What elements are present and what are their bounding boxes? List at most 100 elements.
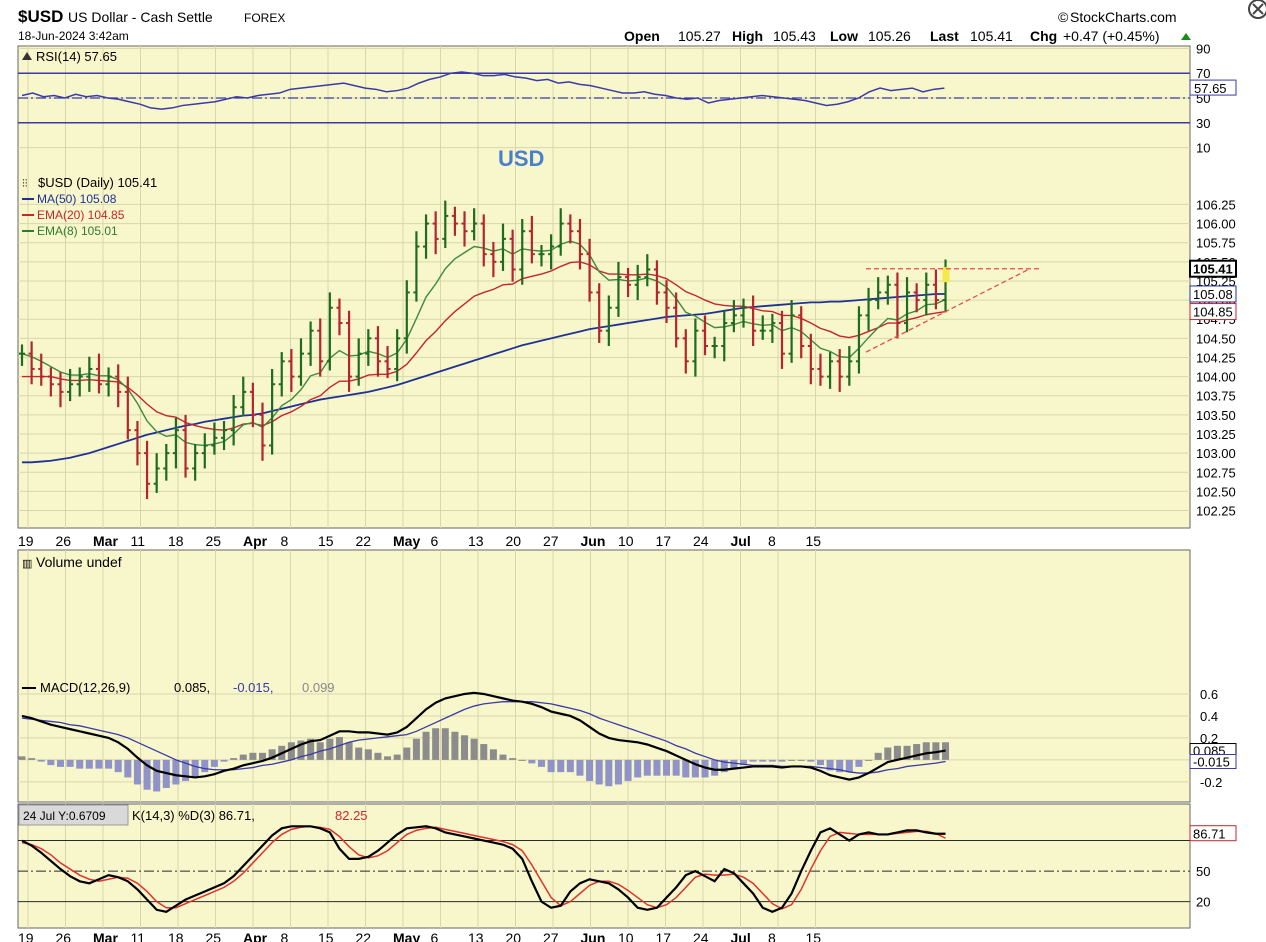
date-tick-label: 19	[18, 533, 34, 549]
last-value: 105.41	[970, 28, 1013, 44]
macd-histogram-bar	[884, 747, 892, 760]
date-tick-label: 24	[693, 533, 709, 549]
panel-backgrounds	[17, 45, 1191, 929]
macd-histogram-bar	[268, 749, 276, 760]
date-tick-label: Mar	[93, 930, 118, 942]
macd-histogram-bar	[95, 759, 103, 769]
exchange: FOREX	[244, 11, 285, 25]
date-tick-label: May	[393, 533, 420, 549]
last-label: Last	[930, 28, 959, 44]
macd-histogram-bar	[76, 759, 84, 769]
macd-histogram-bar	[191, 759, 199, 778]
date-tick-label: 15	[806, 533, 822, 549]
macd-histogram-bar	[335, 737, 343, 760]
legend-price: $USD (Daily) 105.41	[38, 175, 157, 190]
macd-histogram-bar	[634, 759, 642, 778]
date-tick-label: 27	[543, 533, 559, 549]
macd-histogram-bar	[37, 759, 45, 762]
macd-histogram-bar	[586, 759, 594, 781]
stochastic-legend: 24 Jul Y:0.6709 K(14,3) %D(3) 86.71, 82.…	[18, 804, 368, 826]
macd-tick-label: 0.4	[1200, 709, 1218, 724]
macd-histogram-bar	[201, 759, 209, 773]
date-tick-label: 8	[281, 930, 289, 942]
macd-histogram-bar	[432, 728, 440, 760]
macd-histogram-bar	[66, 759, 74, 767]
legend-ema20: EMA(20) 104.85	[37, 208, 125, 222]
macd-histogram-bar	[470, 738, 478, 760]
macd-histogram-bar	[749, 759, 757, 762]
price-label-box	[1189, 303, 1237, 321]
macd-histogram-bar	[441, 728, 449, 760]
price-label-box	[1189, 285, 1237, 303]
stochastic-tick-label: 20	[1196, 895, 1210, 910]
legend-ma50: MA(50) 105.08	[37, 192, 117, 206]
macd-histogram-bar	[297, 740, 305, 760]
symbol: $USD	[18, 7, 63, 26]
macd-histogram-bar	[595, 759, 603, 785]
macd-legend-signal: -0.015,	[233, 680, 273, 695]
date-tick-label: Mar	[93, 533, 118, 549]
macd-histogram-bar	[85, 759, 93, 769]
rsi-legend-text: RSI(14) 57.65	[36, 49, 117, 64]
macd-histogram-bar	[778, 759, 786, 762]
volume-legend: ▥ Volume undef	[22, 554, 122, 570]
price-tick-label: 102.75	[1196, 465, 1236, 480]
date-tick-label: Jul	[731, 533, 751, 549]
macd-histogram-bar	[220, 759, 228, 762]
date-tick-label: Apr	[243, 533, 268, 549]
date-tick-label: 13	[468, 930, 484, 942]
price-label-box	[1189, 259, 1237, 278]
date-tick-label: 26	[56, 533, 72, 549]
macd-tick-label: 0.2	[1200, 731, 1218, 746]
macd-histogram-bar	[393, 754, 401, 760]
macd-histogram-bar	[230, 758, 238, 760]
collapse-triangle-icon[interactable]	[22, 52, 32, 60]
chg-value: +0.47 (+0.45%)	[1063, 28, 1160, 44]
stochastic-panel	[17, 803, 1191, 929]
high-label: High	[732, 28, 763, 44]
close-icon[interactable]	[1248, 0, 1266, 19]
chg-label: Chg	[1030, 28, 1057, 44]
macd-value-signal: -0.015	[1193, 755, 1230, 770]
macd-histogram-bar	[422, 731, 430, 760]
macd-histogram-bar	[682, 759, 690, 778]
macd-histogram-bar	[403, 747, 411, 760]
date-tick-label: Jun	[581, 930, 606, 942]
macd-histogram-bar	[624, 759, 632, 781]
support-trendline	[865, 268, 1031, 353]
macd-histogram-bar	[740, 759, 747, 766]
stochastic-panel-content: 50 20 86.71	[18, 825, 1237, 914]
title-annotation: USD	[498, 146, 544, 171]
macd-histogram-bar	[566, 759, 574, 773]
macd-histogram-bar	[614, 759, 622, 785]
rsi-value-label: 57.65	[1194, 81, 1227, 96]
macd-histogram-bar	[384, 756, 392, 760]
date-tick-label: 24	[693, 930, 709, 942]
price-label-last: 105.41	[1193, 262, 1233, 277]
macd-histogram-bar	[345, 742, 353, 760]
macd-histogram-bar	[518, 759, 526, 761]
macd-histogram-bar	[56, 759, 64, 767]
date-tick-label: 11	[131, 930, 146, 942]
price-tick-label: 104.25	[1196, 350, 1236, 365]
open-label: Open	[624, 28, 660, 44]
legend-ema8: EMA(8) 105.01	[37, 224, 118, 238]
macd-legend-value: 0.085,	[174, 680, 210, 695]
date-tick-label: May	[393, 930, 420, 942]
macd-histogram-bar	[691, 759, 699, 778]
macd-histogram-bar	[287, 742, 295, 760]
date-tick-label: 6	[431, 533, 439, 549]
macd-histogram-bar	[653, 759, 661, 776]
price-label-ma50: 105.08	[1193, 287, 1233, 302]
date-tick-label: 27	[543, 930, 559, 942]
price-tick-label: 105.75	[1196, 236, 1236, 251]
stochastic-value-box	[1189, 825, 1237, 842]
macd-histogram-bar	[643, 759, 651, 776]
macd-histogram-bar	[547, 759, 555, 773]
date-tick-label: 10	[618, 930, 634, 942]
date-tick-label: 25	[206, 533, 222, 549]
macd-histogram-bar	[374, 752, 382, 760]
rsi-legend: RSI(14) 57.65	[22, 49, 117, 64]
date-tick-label: 17	[656, 533, 672, 549]
